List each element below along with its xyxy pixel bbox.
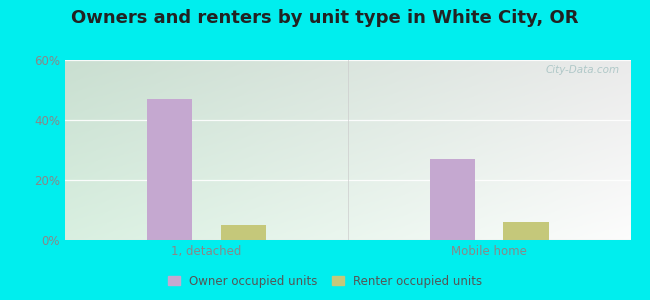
Bar xyxy=(430,159,475,240)
Text: Owners and renters by unit type in White City, OR: Owners and renters by unit type in White… xyxy=(72,9,578,27)
Bar xyxy=(220,225,266,240)
Bar xyxy=(503,222,549,240)
Bar xyxy=(147,99,192,240)
Legend: Owner occupied units, Renter occupied units: Owner occupied units, Renter occupied un… xyxy=(164,271,486,291)
Text: City-Data.com: City-Data.com xyxy=(545,65,619,75)
